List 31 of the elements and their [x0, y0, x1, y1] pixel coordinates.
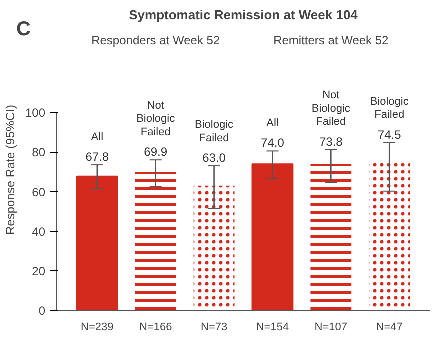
- annotation: Not Biologic Failed: [136, 100, 176, 138]
- y-tick-label: 100: [25, 106, 46, 120]
- y-tick-label: 40: [32, 224, 46, 239]
- annotation: All: [266, 117, 279, 130]
- x-tick-label: N=154: [256, 322, 290, 334]
- annotation: Not Biologic Failed: [312, 90, 351, 128]
- x-tick-label: N=47: [376, 322, 403, 334]
- x-tick-label: N=73: [200, 322, 228, 334]
- bar: [76, 176, 118, 310]
- text: C: [16, 18, 31, 40]
- text: Remitters at Week 52: [274, 34, 390, 48]
- data-label: 73.8: [319, 134, 344, 149]
- data-label: 69.9: [144, 145, 168, 160]
- annotation: Biologic Failed: [370, 96, 410, 122]
- data-label: 74.0: [261, 136, 285, 150]
- y-tick-label: 60: [32, 185, 46, 200]
- y-axis-title: Response Rate (95%CI): [3, 104, 18, 236]
- text: Responders at Week 52: [92, 34, 220, 48]
- data-label: 74.5: [378, 128, 402, 142]
- data-label: 63.0: [202, 151, 226, 166]
- x-tick-label: N=239: [81, 322, 114, 334]
- annotation: Biologic Failed: [195, 119, 234, 144]
- y-tick-label: 80: [32, 146, 46, 160]
- y-tick-label: 20: [32, 264, 46, 278]
- data-label: 67.8: [86, 150, 110, 164]
- chart-title: Symptomatic Remission at Week 104: [129, 8, 359, 22]
- y-tick-label: 0: [38, 304, 46, 318]
- annotation: All: [91, 131, 104, 144]
- bar: [252, 164, 294, 310]
- x-tick-label: N=107: [314, 322, 348, 334]
- x-tick-label: N=166: [139, 322, 172, 334]
